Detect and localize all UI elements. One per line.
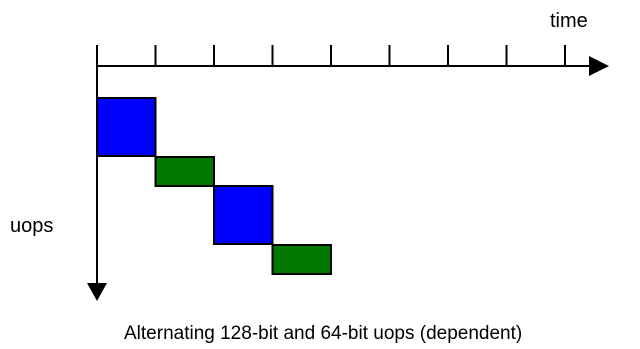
uops-axis-arrowhead [87,283,107,301]
time-axis-arrowhead [589,56,609,76]
time-ticks [96,45,566,66]
uops-axis-label: uops [10,215,53,237]
uop-bars [96,97,332,275]
uop-128-bit-bar [213,185,274,245]
uop-128-bit-bar [96,97,157,157]
diagram-caption: Alternating 128-bit and 64-bit uops (dep… [124,323,522,344]
uop-64-bit-bar [154,156,215,187]
uop-64-bit-bar [271,244,332,275]
time-axis-label: time [550,10,588,32]
